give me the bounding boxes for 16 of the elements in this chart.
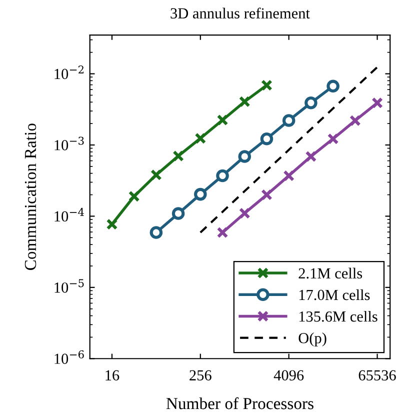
- legend-label: 2.1M cells: [298, 268, 362, 279]
- x-tick-label: 65536: [358, 370, 396, 380]
- y-tick-label: 10$^{−2}$: [54, 65, 84, 80]
- chart-title: 3D annulus refinement: [170, 8, 310, 19]
- y-tick-label: 10$^{−6}$: [54, 350, 84, 364]
- legend-label: 17.0M cells: [299, 289, 370, 300]
- y-tick-label: 10$^{−4}$: [54, 208, 84, 222]
- x-tick-label: 4096: [274, 370, 304, 380]
- x-tick-label: 256: [190, 370, 212, 380]
- y-tick-label: 10$^{−3}$: [54, 136, 84, 150]
- legend-label: 135.6M cells: [299, 310, 378, 322]
- legend-label: O(p): [298, 332, 326, 346]
- x-tick-label: 16: [106, 370, 120, 380]
- x-axis-title: Number of Processors: [166, 397, 314, 410]
- y-axis-title: Communication Ratio: [24, 124, 36, 270]
- y-tick-label: 10$^{−5}$: [54, 279, 84, 293]
